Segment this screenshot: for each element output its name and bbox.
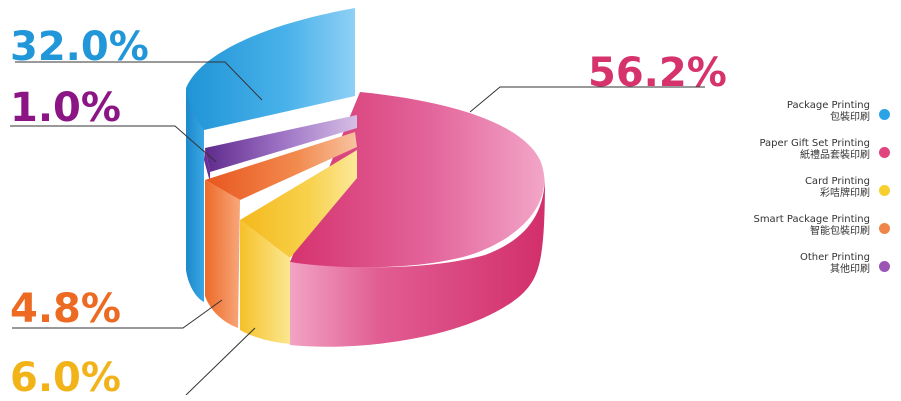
label-card-printing-percent: 6.0% <box>10 355 121 401</box>
legend-item-smart-package-printing: Smart Package Printing 智能包裝印刷 <box>700 214 890 252</box>
label-smart-package-printing-percent: 4.8% <box>10 286 121 332</box>
slice-other-printing-side <box>204 148 210 182</box>
legend-item-card-printing: Card Printing 彩咭牌印刷 <box>700 176 890 214</box>
slice-smart-package-printing-top <box>205 132 357 200</box>
slice-paper-gift-set-side <box>290 175 545 347</box>
legend-dot-package-printing <box>879 109 890 120</box>
legend-text-card-printing: Card Printing 彩咭牌印刷 <box>805 176 870 200</box>
slice-card-printing-top <box>240 150 357 258</box>
legend-label-zh: 包裝印刷 <box>830 112 870 123</box>
legend-dot-card-printing <box>879 185 890 196</box>
legend-label-zh: 智能包裝印刷 <box>810 226 870 237</box>
legend-label-en: Card Printing <box>804 176 870 187</box>
legend-label-en: Other Printing <box>799 252 870 263</box>
slice-card-printing-side <box>240 220 290 344</box>
label-paper-gift-set-printing-percent: 56.2% <box>588 50 727 96</box>
legend-text-package-printing: Package Printing 包裝印刷 <box>787 100 870 124</box>
slice-smart-package-printing-side <box>205 180 240 328</box>
legend-label-en: Package Printing <box>786 100 870 111</box>
legend-item-paper-gift-set-printing: Paper Gift Set Printing 紙禮品套裝印刷 <box>700 138 890 176</box>
slice-package-printing <box>186 8 355 302</box>
legend-label-en: Smart Package Printing <box>753 214 870 225</box>
legend-text-smart-package-printing: Smart Package Printing 智能包裝印刷 <box>753 214 870 238</box>
legend-text-paper-gift-set-printing: Paper Gift Set Printing 紙禮品套裝印刷 <box>759 138 870 162</box>
slice-package-printing-side <box>186 88 204 302</box>
slice-package-printing-top <box>186 8 355 130</box>
legend-item-other-printing: Other Printing 其他印刷 <box>700 252 890 290</box>
legend: Package Printing 包裝印刷 Paper Gift Set Pri… <box>700 100 890 290</box>
slice-smart-package-printing <box>205 132 357 328</box>
leader-line-card-printing <box>185 327 256 395</box>
legend-label-en: Paper Gift Set Printing <box>759 138 870 149</box>
leader-line-smart-package-printing <box>12 299 223 329</box>
leader-line-package-printing <box>15 61 263 101</box>
slice-card-printing <box>240 150 357 344</box>
label-other-printing-percent: 1.0% <box>10 85 121 131</box>
label-package-printing-percent: 32.0% <box>10 24 149 70</box>
legend-label-zh: 紙禮品套裝印刷 <box>800 150 870 161</box>
legend-dot-paper-gift-set-printing <box>879 147 890 158</box>
slice-other-printing <box>204 115 357 182</box>
legend-text-other-printing: Other Printing 其他印刷 <box>800 252 870 276</box>
slice-other-printing-top <box>205 115 357 172</box>
leader-line-other-printing <box>10 125 217 163</box>
legend-dot-smart-package-printing <box>879 223 890 234</box>
legend-item-package-printing: Package Printing 包裝印刷 <box>700 100 890 138</box>
legend-label-zh: 其他印刷 <box>830 264 870 275</box>
leader-line-paper-gift-set-printing <box>469 86 705 113</box>
legend-label-zh: 彩咭牌印刷 <box>820 188 870 199</box>
leader-lines <box>10 61 705 395</box>
legend-dot-other-printing <box>879 261 890 272</box>
